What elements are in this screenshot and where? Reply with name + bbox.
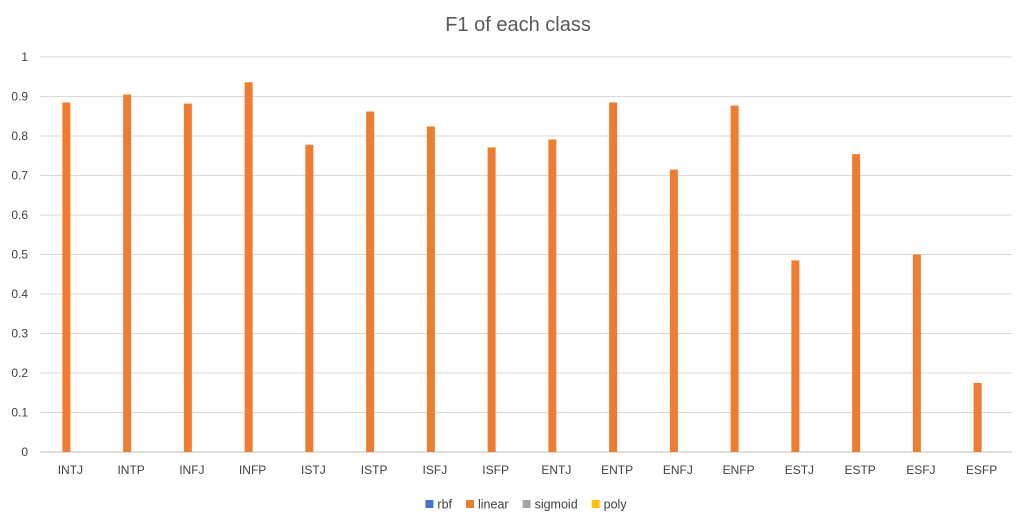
bar-linear-enfp — [730, 105, 739, 453]
y-tick-label: 0.5 — [11, 248, 28, 262]
x-tick-label: ESTJ — [785, 463, 814, 477]
y-tick-label: 0.8 — [11, 129, 28, 143]
x-tick-label: ENFP — [723, 463, 755, 477]
gridlines — [40, 56, 1012, 453]
x-tick-label: INTP — [117, 463, 144, 477]
y-tick-label: 0 — [21, 445, 28, 459]
bar-linear-isfp — [487, 147, 496, 452]
legend-swatch-sigmoid — [522, 500, 531, 508]
bar-linear-istp — [366, 111, 375, 452]
bar-linear-esfp — [973, 382, 982, 452]
y-tick-label: 0.1 — [11, 406, 28, 420]
legend-label-linear: linear — [478, 498, 509, 512]
y-tick-label: 0.7 — [11, 169, 28, 183]
legend: rbf linear sigmoid poly — [425, 498, 627, 512]
bar-linear-esfj — [912, 254, 921, 452]
legend-swatch-poly — [591, 500, 600, 508]
x-axis-tick-labels: INTJ INTP INFJ INFP ISTJ ISTP ISFJ ISFP ENTJ ENTP… — [58, 463, 998, 477]
x-tick-label: ISFJ — [423, 463, 448, 477]
y-tick-label: 0.4 — [11, 287, 28, 301]
bar-linear-entj — [548, 139, 557, 452]
bar-linear-infp — [244, 82, 253, 452]
x-tick-label: ESFP — [966, 463, 997, 477]
bar-linear-infj — [183, 103, 192, 453]
x-tick-label: ISTP — [361, 463, 388, 477]
x-tick-label: ESTP — [844, 463, 875, 477]
x-tick-label: ENTJ — [541, 463, 571, 477]
bar-linear-estj — [791, 260, 800, 452]
bar-linear-intp — [123, 94, 132, 453]
x-tick-label: ESFJ — [906, 463, 935, 477]
chart-title: F1 of each class — [445, 14, 591, 36]
legend-label-poly: poly — [604, 498, 628, 512]
y-tick-label: 0.6 — [11, 208, 28, 222]
legend-swatch-linear — [466, 500, 474, 508]
x-tick-label: INFJ — [179, 463, 204, 477]
legend-label-rbf: rbf — [437, 498, 452, 512]
x-tick-label: ENTP — [601, 463, 633, 477]
y-tick-label: 0.9 — [11, 90, 28, 104]
x-tick-label: INFP — [239, 463, 266, 477]
x-tick-label: ISTJ — [301, 463, 326, 477]
y-tick-label: 1 — [21, 50, 28, 64]
bar-linear-entp — [609, 102, 618, 453]
y-tick-label: 0.2 — [11, 366, 28, 380]
legend-label-sigmoid: sigmoid — [535, 498, 578, 512]
x-tick-label: ENFJ — [663, 463, 693, 477]
bar-linear-isfj — [426, 126, 435, 453]
bar-linear-istj — [305, 144, 314, 452]
x-tick-label: ISFP — [482, 463, 509, 477]
bar-linear-estp — [852, 154, 861, 453]
legend-swatch-rbf — [425, 500, 434, 508]
bar-linear-intj — [62, 102, 71, 453]
bars — [62, 82, 982, 453]
y-tick-label: 0.3 — [11, 327, 28, 341]
y-axis-tick-labels: 0 0.1 0.2 0.3 0.4 0.5 0.6 0.7 0.8 0.9 1 — [11, 50, 28, 459]
x-tick-label: INTJ — [58, 463, 83, 477]
bar-linear-enfj — [669, 169, 678, 452]
